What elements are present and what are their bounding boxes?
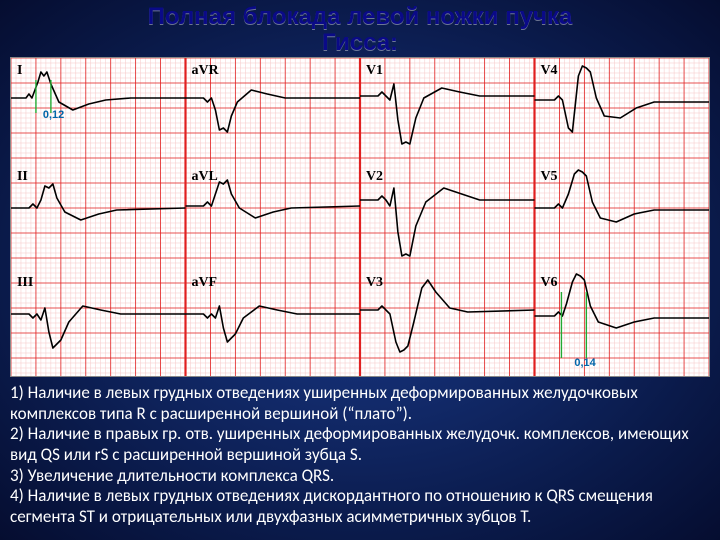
ecg-trace xyxy=(186,90,361,132)
lead-label: V1 xyxy=(366,63,383,78)
slide-title: Полная блокада левой ножки пучка Гисса: xyxy=(0,0,720,57)
lead-label: III xyxy=(17,275,33,290)
ecg-trace xyxy=(360,280,535,352)
lead-label: I xyxy=(17,63,22,78)
lead-label: V6 xyxy=(540,275,557,290)
title-line-2: Гисса: xyxy=(322,29,398,56)
ecg-svg: I 0,12 aVR V1 V4 II aVL V2 V5 III aVF V3 V6 0,14 xyxy=(11,58,709,376)
ecg-panel: I 0,12 aVR V1 V4 II aVL V2 V5 III aVF V3 V6 0,14 xyxy=(10,57,710,377)
paragraph: 3) Увеличение длительности комплекса QRS… xyxy=(10,466,710,487)
paragraph: 4) Наличие в левых грудных отведениях ди… xyxy=(10,486,710,527)
lead-label: V4 xyxy=(540,63,557,78)
ecg-trace xyxy=(11,306,186,348)
lead-label: II xyxy=(17,169,28,184)
lead-label: V3 xyxy=(366,275,383,290)
ecg-trace xyxy=(186,306,361,342)
ecg-annotation: 0,12 xyxy=(43,109,64,121)
lead-label: aVR xyxy=(191,63,219,78)
ecg-annotation: 0,14 xyxy=(574,357,596,369)
title-line-1: Полная блокада левой ножки пучка xyxy=(148,3,573,30)
paragraph: 2) Наличие в правых гр. отв. уширенных д… xyxy=(10,424,710,465)
lead-label: V2 xyxy=(366,169,383,184)
ecg-trace xyxy=(535,274,710,328)
ecg-trace xyxy=(186,180,361,218)
lead-label: V5 xyxy=(540,169,557,184)
ecg-trace xyxy=(11,184,186,220)
lead-label: aVF xyxy=(191,275,217,290)
body-text: 1) Наличие в левых грудных отведениях уш… xyxy=(0,377,720,528)
ecg-trace xyxy=(535,66,710,132)
lead-label: aVL xyxy=(191,169,217,184)
paragraph: 1) Наличие в левых грудных отведениях уш… xyxy=(10,383,710,424)
ecg-trace xyxy=(11,72,186,110)
